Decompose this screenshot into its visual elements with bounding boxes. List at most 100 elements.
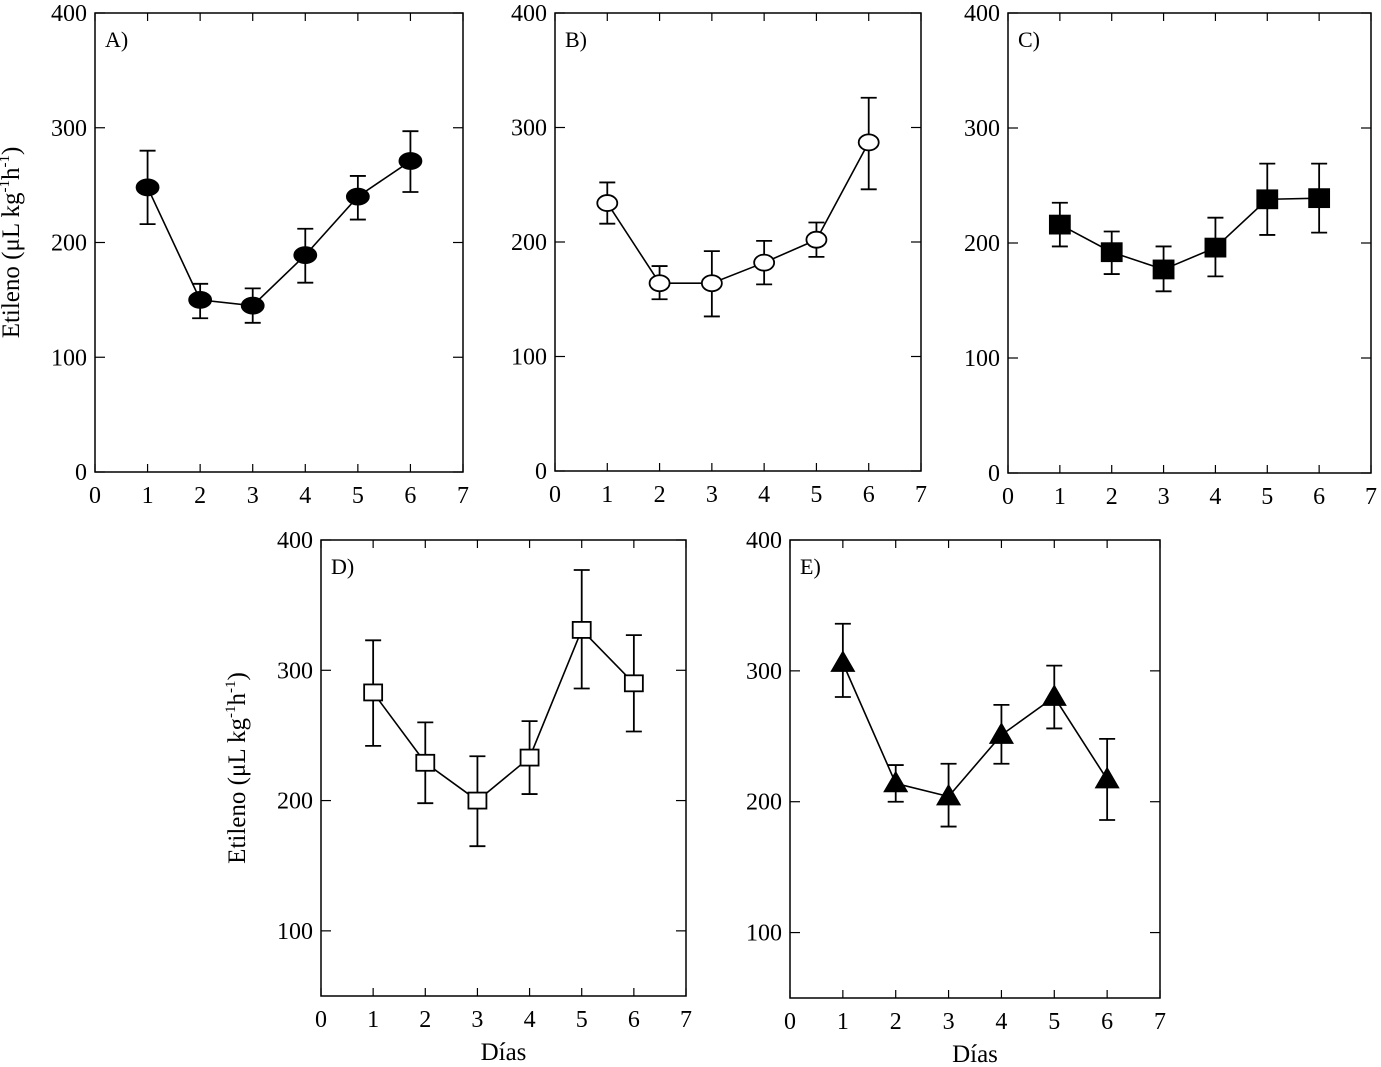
data-point [293,246,318,265]
y-tick-label: 100 [511,345,547,371]
data-point [1308,188,1331,209]
plot-frame [1007,12,1372,474]
x-tick-label: 0 [549,482,561,508]
y-tick-label: 400 [746,528,782,554]
y-tick-label: 200 [51,231,87,257]
y-tick-label: 200 [277,789,313,815]
x-tick-label: 3 [1158,484,1170,510]
data-point [1048,214,1071,235]
y-tick-label: 0 [75,460,87,486]
y-tick-label: 200 [964,231,1000,257]
y-tick-label: 300 [746,659,782,685]
x-tick-label: 6 [1313,484,1325,510]
y-axis-title: Etileno (μL kg-1h-1) [0,147,25,339]
x-tick-label: 5 [1048,1009,1060,1035]
x-tick-label: 0 [89,483,101,509]
data-point [1204,237,1227,258]
x-tick-label: 1 [837,1009,849,1035]
data-point [1152,259,1175,280]
data-point [188,290,213,309]
data-point [623,674,644,693]
data-point [1041,684,1067,706]
data-point [596,194,619,212]
x-tick-label: 3 [943,1009,955,1035]
data-point [936,783,962,806]
data-point [1256,189,1279,210]
y-tick-label: 100 [51,345,87,371]
x-tick-label: 6 [628,1007,640,1033]
y-tick-label: 300 [511,116,547,142]
y-tick-label: 400 [964,1,1000,27]
panel-label: E) [800,554,821,579]
y-tick-label: 200 [511,230,547,256]
x-tick-label: 2 [1106,484,1118,510]
panel-a: 0 1 2 3 4 5 6 7 0 100 200 300 400 A) Etileno (μL kg-1h… [0,1,469,509]
panel-e: 0 1 2 3 4 5 6 7 100 200 300 400 E) Días [746,528,1166,1067]
x-tick-label: 7 [1365,484,1377,510]
panel-label: A) [105,27,128,52]
x-tick-label: 3 [471,1007,483,1033]
data-point [467,791,488,810]
x-tick-label: 5 [352,483,364,509]
plot-frame [789,539,1161,999]
x-tick-label: 1 [367,1007,379,1033]
x-tick-label: 6 [404,483,416,509]
plot-frame [554,12,922,472]
x-tick-label: 0 [784,1009,796,1035]
data-point [571,620,592,639]
y-tick-label: 400 [511,1,547,27]
x-tick-label: 7 [915,482,927,508]
data-point [753,253,776,272]
x-tick-label: 6 [1101,1009,1113,1035]
plot-frame [94,12,464,473]
x-tick-label: 7 [680,1007,692,1033]
data-point [700,274,723,293]
y-tick-label: 0 [988,461,1000,487]
series-line [372,628,635,802]
x-tick-label: 4 [758,482,770,508]
x-tick-label: 1 [601,482,613,508]
data-point [519,748,540,767]
data-point [345,187,370,206]
y-tick-label: 300 [51,116,87,142]
y-tick-label: 300 [277,658,313,684]
x-tick-label: 2 [419,1007,431,1033]
data-point [135,178,160,197]
x-tick-label: 3 [247,483,259,509]
series-line [842,662,1108,798]
y-tick-label: 0 [535,459,547,485]
x-tick-label: 2 [890,1009,902,1035]
data-point [857,133,880,152]
x-tick-label: 7 [1154,1009,1166,1035]
x-tick-label: 5 [576,1007,588,1033]
x-tick-label: 1 [142,483,154,509]
data-point [398,152,423,170]
x-tick-label: 4 [524,1007,536,1033]
data-point [988,722,1014,744]
data-point [1100,242,1123,263]
y-tick-label: 100 [964,346,1000,372]
x-tick-label: 1 [1054,484,1066,510]
x-axis-title: Días [952,1041,998,1067]
series-line [606,142,870,285]
y-tick-label: 400 [51,1,87,27]
y-tick-label: 100 [746,921,782,947]
panel-d: 0 1 2 3 4 5 6 7 100 200 300 400 D) Etileno (μL kg-1h-… [223,528,692,1066]
x-tick-label: 6 [863,482,875,508]
y-tick-label: 100 [277,919,313,945]
x-tick-label: 2 [654,482,666,508]
panel-b: 0 1 2 3 4 5 6 7 0 100 200 300 400 B) [511,1,927,508]
data-point [415,753,436,772]
series-line [1059,197,1320,271]
data-point [1094,766,1120,789]
data-point [648,274,671,293]
x-tick-label: 5 [810,482,822,508]
x-tick-label: 7 [457,483,469,509]
panel-label: C) [1018,27,1040,52]
y-tick-label: 400 [277,528,313,554]
x-tick-label: 3 [706,482,718,508]
x-tick-label: 4 [1209,484,1221,510]
data-point [883,770,909,793]
series-line [146,160,411,307]
